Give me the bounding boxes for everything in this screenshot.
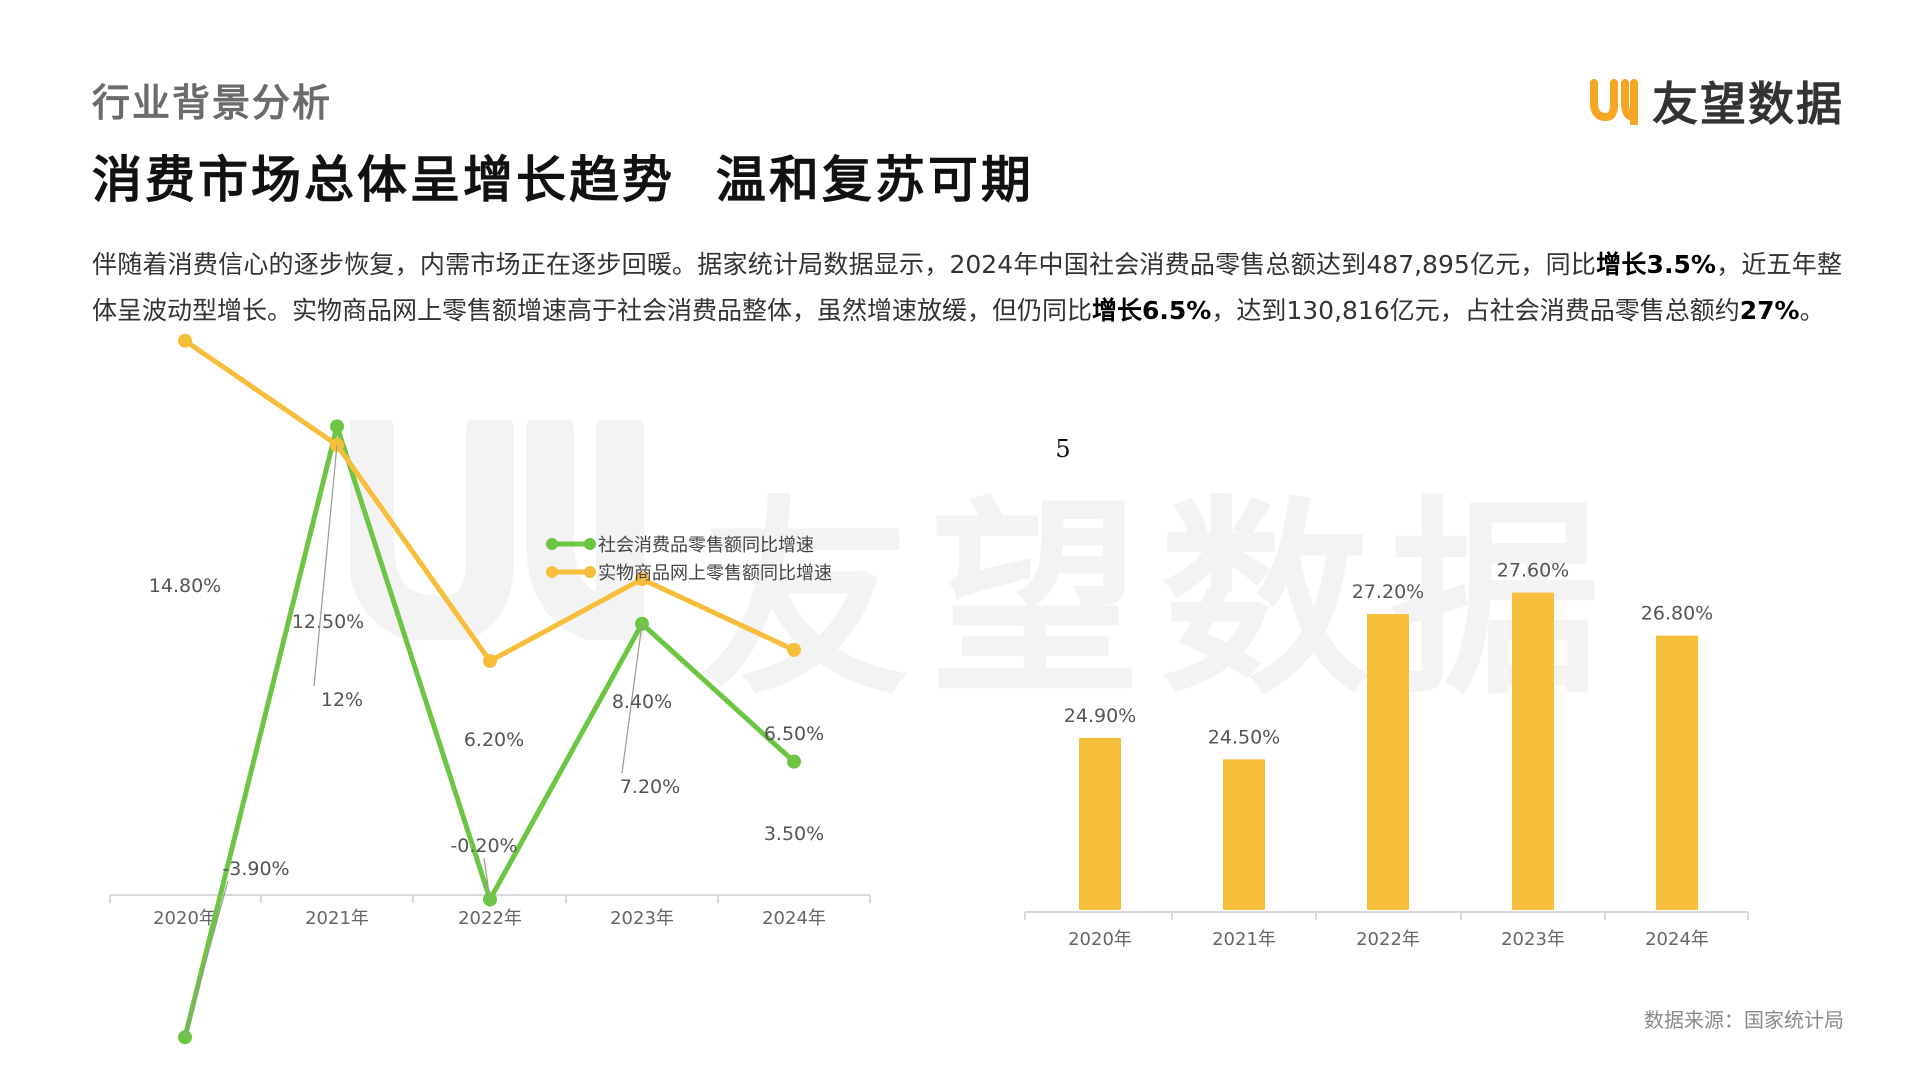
bar-value-label: 24.50% [1208, 726, 1280, 748]
bar [1656, 635, 1698, 910]
data-label: -0.20% [450, 835, 517, 857]
legend-swatch-dot [546, 566, 558, 578]
legend-swatch-dot [546, 538, 558, 550]
data-label: 8.40% [612, 691, 672, 713]
bar [1367, 614, 1409, 910]
page-title: 消费市场总体呈增长趋势 温和复苏可期 [92, 151, 1034, 209]
x-tick-label: 2021年 [1212, 929, 1276, 950]
intro-text-2: ，近五年整体呈波动型增长。实物商品网上零售额增速高于社会消费品整体，虽然增速放缓… [92, 250, 1842, 325]
data-label: 3.50% [764, 823, 824, 845]
label-leader-line [483, 857, 491, 900]
intro-text-3: ，达到130,816亿元，占社会消费品零售总额约 [1211, 296, 1740, 325]
legend-label: 实物商品网上零售额同比增速 [598, 563, 832, 584]
x-tick-label: 2020年 [153, 908, 217, 929]
bar-value-label: 24.90% [1064, 705, 1136, 727]
brand: 友望数据 [1588, 68, 1844, 134]
bar [1512, 592, 1554, 910]
data-source: 数据来源：国家统计局 [1644, 1008, 1844, 1032]
watermark-text: 友望数据 [700, 478, 1621, 723]
x-tick-label: 2021年 [305, 908, 369, 929]
data-label: 14.80% [149, 575, 221, 597]
intro-paragraph: 伴随着消费信心的逐步恢复，内需市场正在逐步回暖。据家统计局数据显示，2024年中… [92, 242, 1842, 334]
legend-swatch-dot [584, 566, 596, 578]
data-point [787, 754, 801, 769]
x-tick-label: 2024年 [762, 908, 826, 929]
data-label: 7.20% [620, 776, 680, 798]
data-point [483, 654, 497, 669]
intro-highlight-2: 增长6.5% [1092, 296, 1212, 325]
data-label: 12% [321, 689, 363, 711]
data-point [635, 572, 649, 587]
label-leader-line [313, 444, 338, 687]
legend-swatch-dot [584, 538, 596, 550]
data-label: -3.90% [222, 858, 289, 880]
data-label: 6.20% [464, 729, 524, 751]
x-tick-label: 2023年 [610, 908, 674, 929]
label-leader-line [184, 880, 229, 1038]
x-tick-label: 2020年 [1068, 929, 1132, 950]
bar-value-label: 27.60% [1497, 560, 1569, 582]
intro-highlight-3: 27% [1739, 296, 1800, 325]
uy-logo-icon [1590, 79, 1638, 125]
intro-highlight-1: 增长3.5% [1596, 250, 1716, 279]
bar-value-label: 27.20% [1352, 581, 1424, 603]
bar [1223, 759, 1265, 910]
data-label: 6.50% [764, 723, 824, 745]
bar-value-label: 26.80% [1641, 603, 1713, 625]
intro-text-1: 伴随着消费信心的逐步恢复，内需市场正在逐步回暖。据家统计局数据显示，2024年中… [92, 250, 1597, 279]
x-tick-label: 2022年 [1356, 929, 1420, 950]
brand-name: 友望数据 [1652, 77, 1844, 131]
bar-chart-title: 5 [1055, 435, 1070, 463]
data-point [178, 333, 192, 348]
x-tick-label: 2022年 [458, 908, 522, 929]
data-label: 12.50% [292, 611, 364, 633]
data-point [330, 419, 344, 434]
intro-text-4: 。 [1799, 296, 1825, 325]
bar [1079, 737, 1121, 910]
section-label: 行业背景分析 [92, 81, 333, 125]
x-tick-label: 2024年 [1645, 929, 1709, 950]
legend-label: 社会消费品零售额同比增速 [598, 535, 814, 556]
x-tick-label: 2023年 [1501, 929, 1565, 950]
data-point [787, 642, 801, 657]
label-leader-line [621, 623, 643, 774]
